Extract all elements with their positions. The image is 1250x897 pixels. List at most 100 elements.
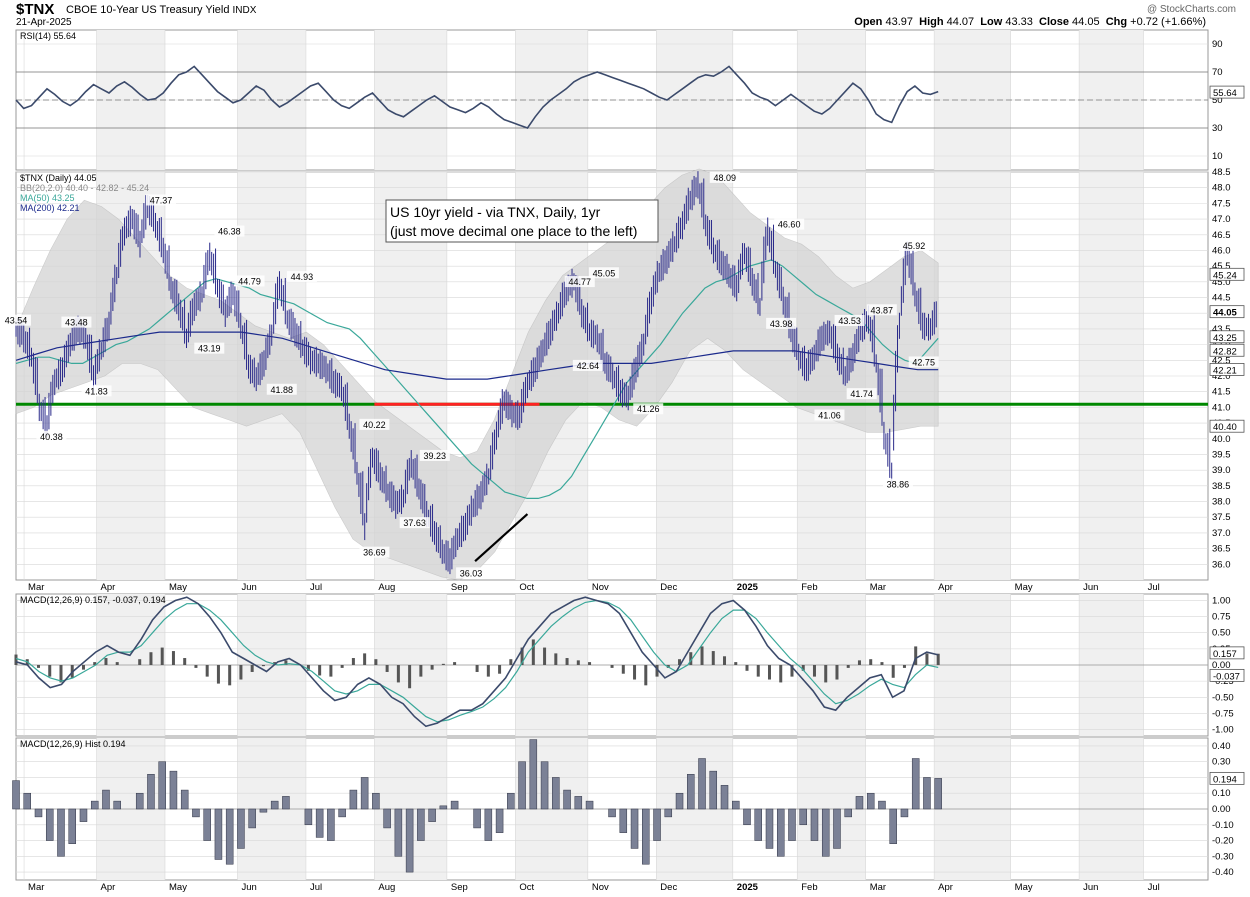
watermark: @ StockCharts.com <box>1146 4 1236 15</box>
macd-bar <box>857 660 861 665</box>
rsi-last-box <box>1209 85 1245 99</box>
label-text: 40.22 <box>363 420 386 430</box>
x-tick-label: Mar <box>28 882 44 893</box>
label-text: 42.75 <box>912 357 935 367</box>
macd-bar <box>408 665 412 689</box>
label-text: 43.19 <box>198 344 221 354</box>
label-text: 37.63 <box>403 518 426 528</box>
x-tick-label: Sep <box>451 882 468 893</box>
annotation-line-2: (just move decimal one place to the left… <box>390 223 637 239</box>
macd-bar <box>767 665 771 680</box>
y-tick-label: 0.30 <box>1212 757 1231 768</box>
right-value-label: 42.82 <box>1213 346 1237 357</box>
y-tick-label: 0.75 <box>1212 612 1231 623</box>
hist-bar <box>248 808 256 829</box>
label-text: 44.79 <box>238 276 261 286</box>
price-data-label: 43.54 <box>1 314 31 326</box>
macd-bar <box>205 665 209 677</box>
y-tick-label: 36.5 <box>1212 544 1231 555</box>
label-bg <box>145 194 176 206</box>
macd-bar <box>183 658 187 665</box>
macd-bar <box>441 663 445 665</box>
hist-bar <box>574 796 583 810</box>
instrument-name: CBOE 10-Year US Treasury Yield INDX <box>66 4 256 16</box>
macd-bar <box>588 662 592 665</box>
hist-bar <box>866 792 875 810</box>
right-value-box <box>1209 267 1245 281</box>
hist-bar <box>327 808 335 841</box>
macd-bar <box>790 665 794 677</box>
macd-bar <box>396 665 400 683</box>
macd-bar <box>711 651 715 665</box>
close-value: 44.05 <box>1072 16 1100 28</box>
label-bg <box>899 239 930 251</box>
price-data-label: 43.48 <box>61 316 92 328</box>
price-data-label: 37.63 <box>399 517 430 529</box>
hist-bar <box>57 808 65 857</box>
label-bg <box>572 359 603 371</box>
label-bg <box>266 383 297 395</box>
hist-bar <box>282 796 290 810</box>
y-tick-label: 10 <box>1212 151 1223 162</box>
trend-line <box>474 513 529 562</box>
hist-bar <box>855 796 864 810</box>
label-bg <box>359 418 390 430</box>
label-bg <box>61 316 92 328</box>
y-tick-label: 44.5 <box>1212 293 1231 304</box>
price-data-label: 45.92 <box>899 239 930 251</box>
macd-bar <box>891 665 895 678</box>
label-text: 47.37 <box>150 195 173 205</box>
hist-bar <box>878 800 886 810</box>
hist-bar <box>642 808 650 865</box>
y-tick-label: 90 <box>1212 39 1223 50</box>
macd-bar <box>329 665 333 677</box>
macd-bar <box>306 665 310 671</box>
label-text: 46.60 <box>778 220 801 230</box>
label-bg <box>588 267 619 279</box>
legend-entry: $TNX (Daily) 44.05 <box>20 173 97 183</box>
label-bg <box>456 567 487 579</box>
macd-bar <box>250 665 254 672</box>
x-tick-label: Jun <box>1083 582 1098 593</box>
macd-bar <box>835 665 839 680</box>
right-value-box <box>1209 305 1245 319</box>
macd-line <box>15 596 939 728</box>
label-bg <box>419 449 450 461</box>
hist-bar <box>754 808 762 841</box>
label-text: 41.26 <box>637 404 660 414</box>
hist-bar <box>664 808 673 818</box>
macd-bar <box>700 646 704 665</box>
label-bg <box>399 517 430 529</box>
macd-bar <box>284 660 288 665</box>
label-bg <box>1 314 31 326</box>
hist-bar <box>90 800 99 810</box>
macd-bar <box>880 662 884 665</box>
macd-bar <box>194 665 198 668</box>
hist-bar <box>709 770 718 810</box>
label-text: 36.69 <box>363 548 386 558</box>
macd-bar <box>610 665 614 668</box>
macd-bar <box>869 659 873 665</box>
hist-bar <box>113 800 121 810</box>
hist-bar <box>844 808 852 818</box>
hist-bar <box>743 808 751 826</box>
x-tick-label: Mar <box>28 582 44 593</box>
macd-bar <box>576 660 580 665</box>
y-tick-label: 42.5 <box>1212 355 1231 366</box>
high-value: 44.07 <box>946 16 975 28</box>
y-tick-label: 36.0 <box>1212 559 1231 570</box>
macd-bar <box>936 653 940 665</box>
macd-bar <box>430 665 434 670</box>
price-data-label: 46.38 <box>214 225 245 237</box>
label-text: 36.03 <box>460 568 483 578</box>
price-data-label: 47.37 <box>145 194 176 206</box>
right-value-box <box>1209 363 1245 376</box>
label-text: 45.92 <box>903 241 926 251</box>
macd-bar <box>801 665 805 671</box>
label-text: 46.38 <box>218 227 241 237</box>
hist-bar <box>507 792 515 810</box>
hist-bar <box>23 792 31 810</box>
x-tick-label: Feb <box>801 882 817 893</box>
macd-bar <box>239 665 243 680</box>
price-data-label: 44.77 <box>564 276 595 288</box>
